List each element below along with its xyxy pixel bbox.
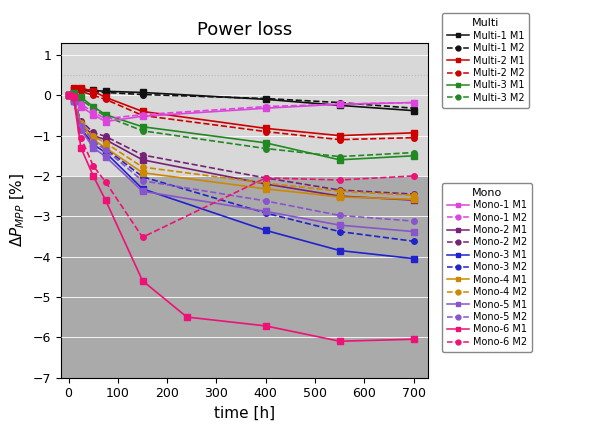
X-axis label: time [h]: time [h] [214, 406, 275, 421]
Bar [61, 176, 428, 378]
Legend: Multi-1 M1, Multi-1 M2, Multi-2 M1, Multi-2 M2, Multi-3 M1, Multi-3 M2: Multi-1 M1, Multi-1 M2, Multi-2 M1, Mult… [442, 13, 529, 108]
Legend: Mono-1 M1, Mono-1 M2, Mono-2 M1, Mono-2 M2, Mono-3 M1, Mono-3 M2, Mono-4 M1, Mon: Mono-1 M1, Mono-1 M2, Mono-2 M1, Mono-2 … [442, 183, 532, 352]
Title: Power loss: Power loss [197, 21, 293, 39]
Bar [61, 43, 428, 176]
Y-axis label: $\Delta P_{MPP}$ [%]: $\Delta P_{MPP}$ [%] [9, 173, 28, 247]
